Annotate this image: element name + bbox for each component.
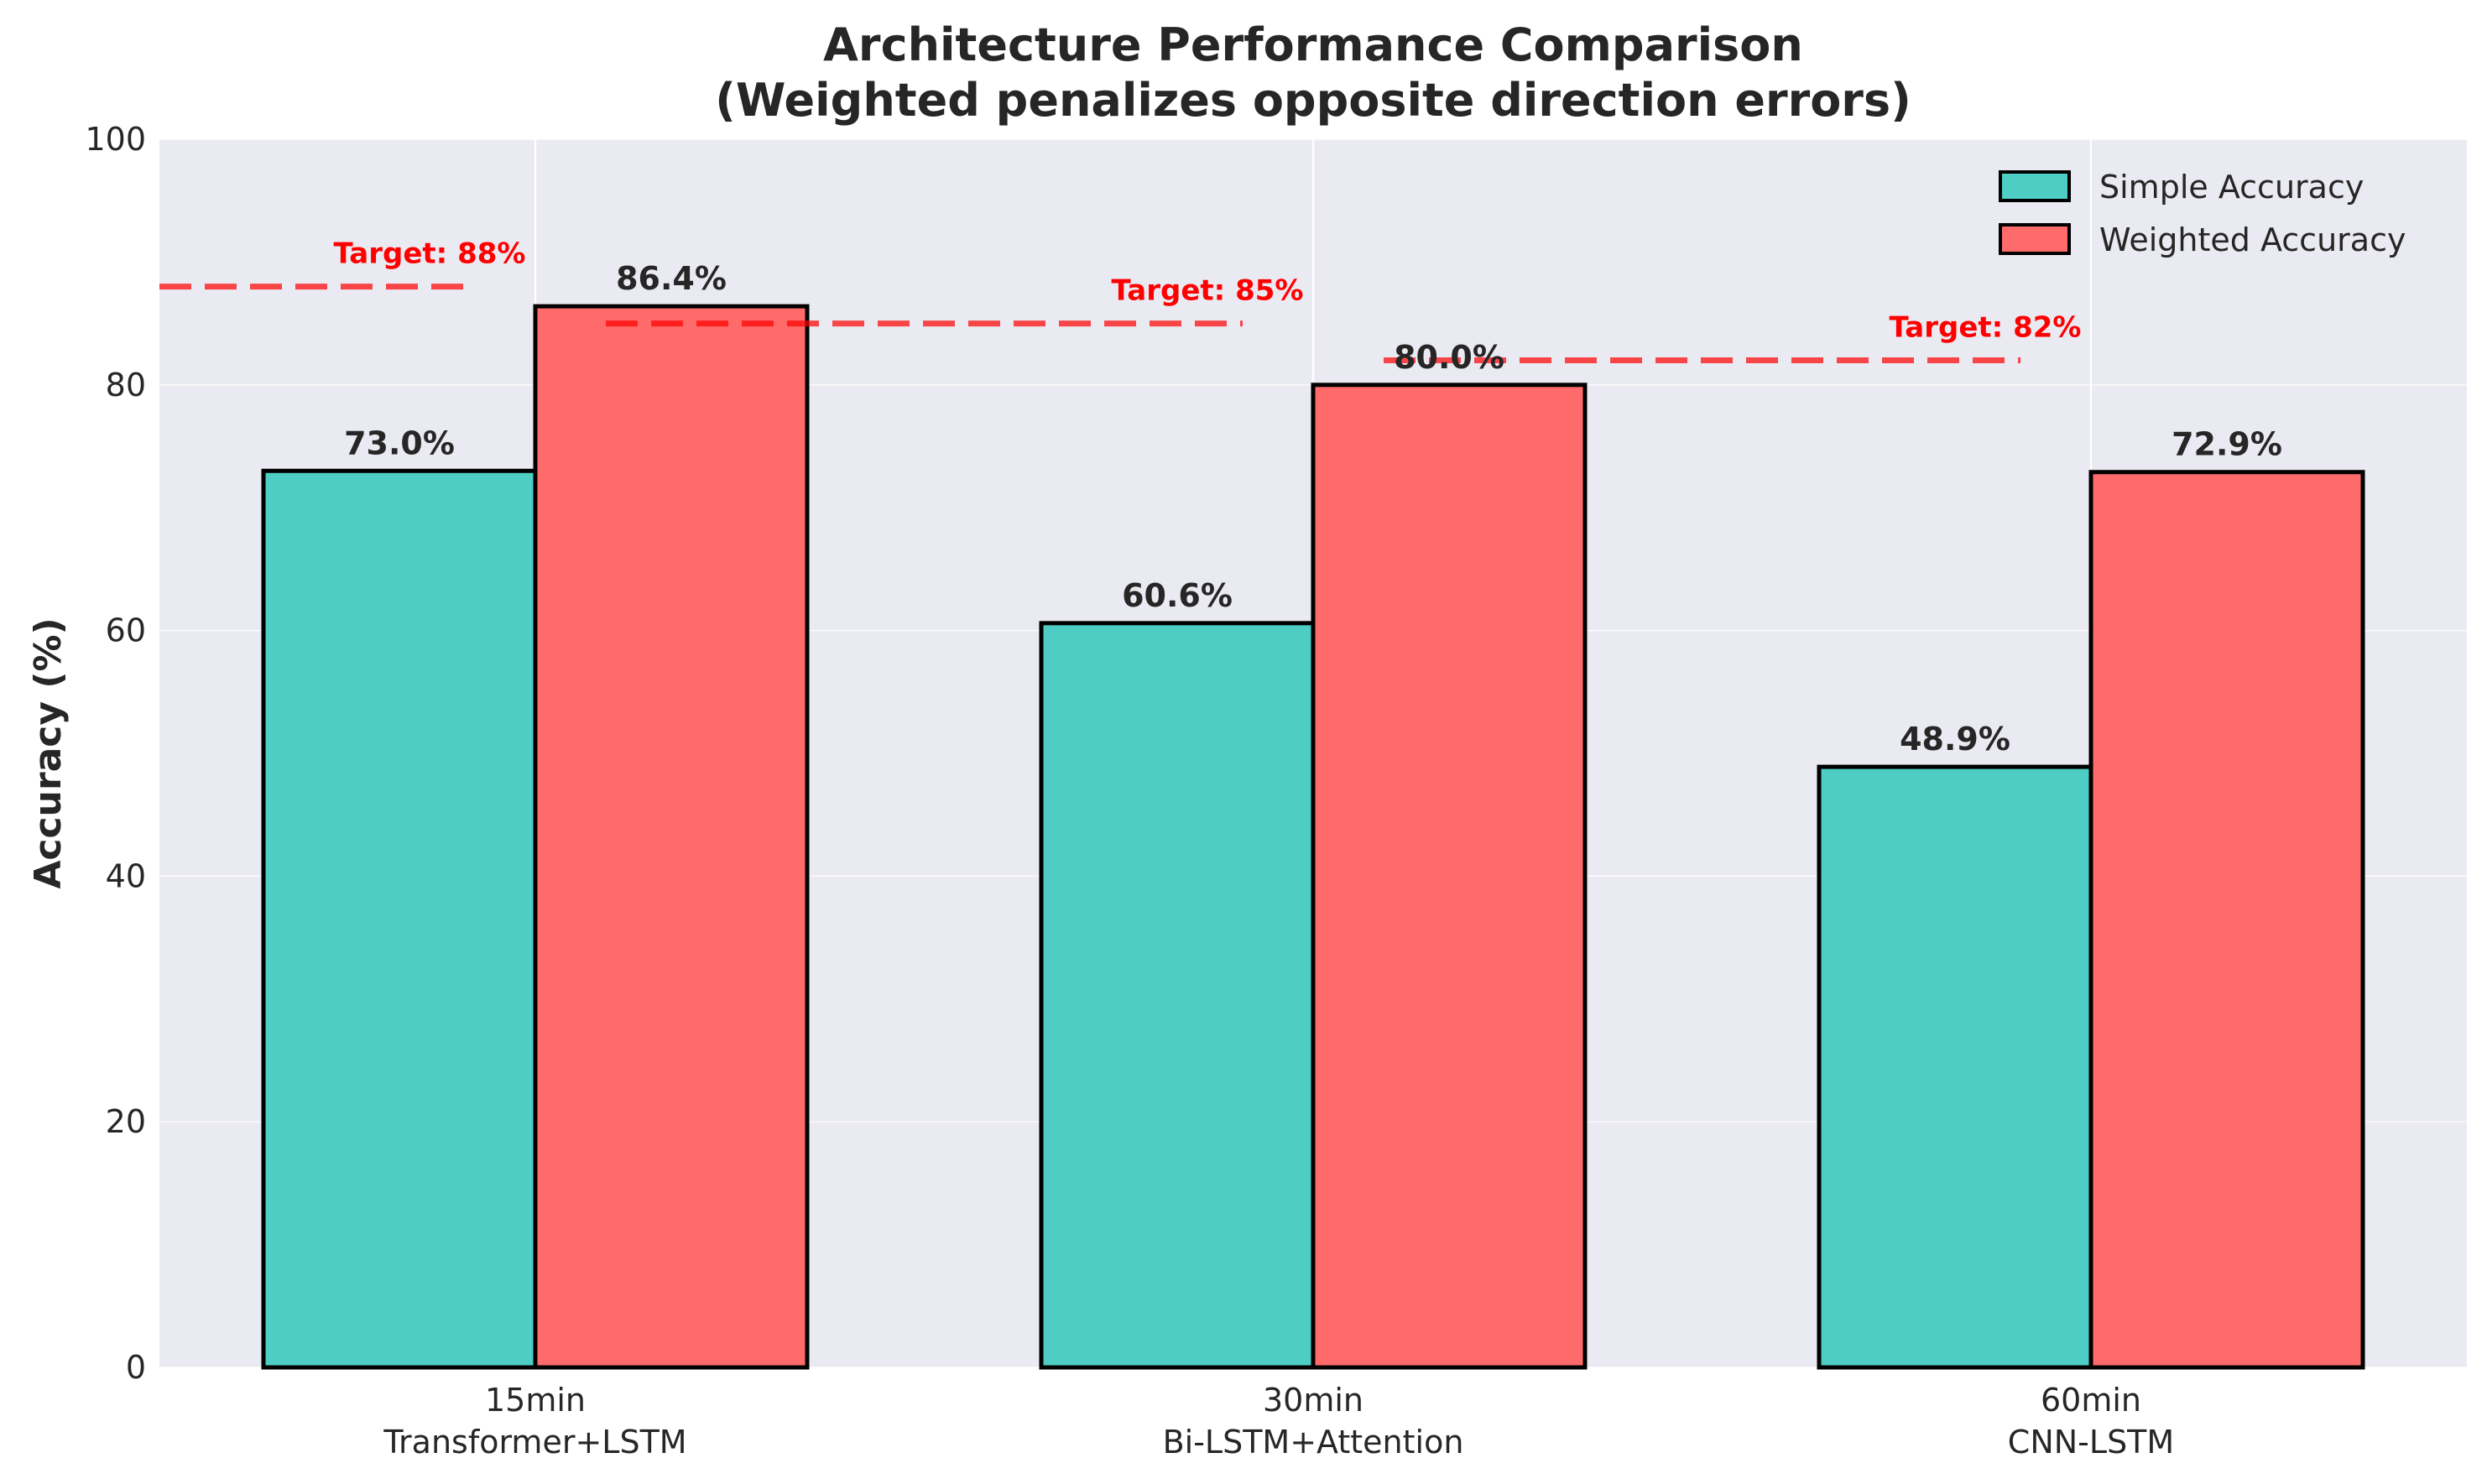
y-tick-label: 20: [106, 1103, 146, 1140]
legend-swatch-weighted: [1999, 223, 2071, 255]
bar-weighted-0: [533, 304, 810, 1370]
bar-simple-0: [261, 468, 538, 1370]
bar-value-label: 86.4%: [616, 260, 727, 297]
y-tick-label: 40: [106, 857, 146, 894]
legend-label-weighted: Weighted Accuracy: [2099, 221, 2406, 258]
y-tick-label: 60: [106, 612, 146, 649]
legend: Simple Accuracy Weighted Accuracy: [1999, 169, 2406, 258]
x-tick-label-line1: 30min: [1263, 1382, 1363, 1419]
bar-simple-1: [1039, 621, 1316, 1370]
bar-value-label: 73.0%: [344, 424, 455, 461]
target-lines-group: Target: 88% Target: 85% Target: 82%: [159, 237, 2082, 364]
bar-weighted-1: [1311, 383, 1588, 1370]
bar-value-label: 80.0%: [1394, 339, 1504, 376]
y-axis-label: Accuracy (%): [27, 617, 70, 888]
x-tick-label-line2: Transformer+LSTM: [383, 1424, 686, 1461]
target-label-2: Target: 82%: [1890, 311, 2082, 345]
x-axis-ticks: 15min Transformer+LSTM 30min Bi-LSTM+Attent…: [383, 1382, 2174, 1461]
y-axis-ticks: 0 20 40 60 80 100: [85, 121, 146, 1386]
bar-weighted-2: [2088, 470, 2365, 1370]
bar-simple-2: [1817, 764, 2093, 1370]
x-tick-label-line2: CNN-LSTM: [2008, 1424, 2174, 1461]
y-tick-label: 100: [85, 121, 146, 158]
legend-label-simple: Simple Accuracy: [2099, 169, 2364, 206]
y-tick-label: 0: [126, 1349, 146, 1386]
chart-title-line-2: (Weighted penalizes opposite direction e…: [715, 74, 1911, 127]
chart-title-line-1: Architecture Performance Comparison: [823, 18, 1803, 71]
bar-labels-group: 73.0% 60.6% 48.9% 86.4% 80.0% 72.9%: [344, 260, 2282, 758]
target-label-1: Target: 85%: [1112, 274, 1304, 308]
legend-swatch-simple: [1999, 170, 2071, 202]
x-tick-label-line1: 15min: [485, 1382, 586, 1419]
target-label-0: Target: 88%: [334, 237, 526, 271]
y-tick-label: 80: [106, 367, 146, 404]
x-tick-label-line1: 60min: [2041, 1382, 2141, 1419]
bar-value-label: 72.9%: [2172, 426, 2282, 463]
bar-value-label: 48.9%: [1900, 721, 2010, 758]
bar-value-label: 60.6%: [1122, 577, 1233, 614]
x-tick-label-line2: Bi-LSTM+Attention: [1163, 1424, 1464, 1461]
bars-group: [261, 304, 2365, 1370]
